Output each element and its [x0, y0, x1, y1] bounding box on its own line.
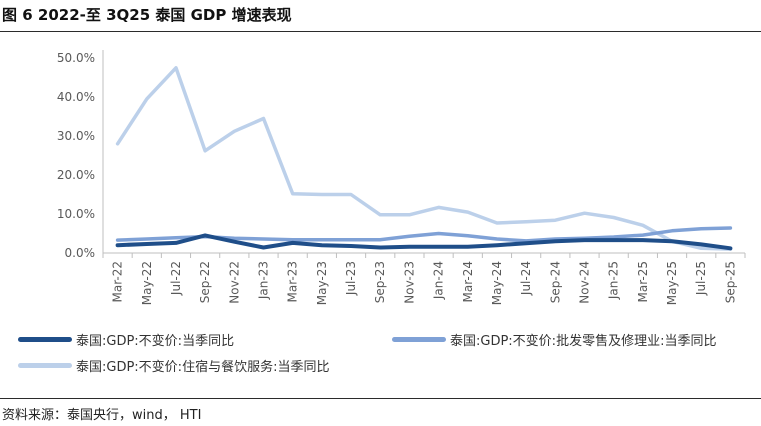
x-tick-label: Jan-23: [257, 261, 271, 300]
x-tick-label: May-22: [140, 261, 154, 305]
legend-label: 泰国:GDP:不变价:批发零售及修理业:当季同比: [450, 334, 717, 349]
x-tick-label: Sep-22: [198, 261, 212, 303]
legend-swatch: [18, 337, 72, 342]
legend-entry-retail: 泰国:GDP:不变价:当季同比: [18, 330, 234, 349]
y-tick-label: 10.0%: [57, 207, 95, 221]
figure-title: 图 6 2022-至 3Q25 泰国 GDP 增速表现: [2, 6, 292, 24]
x-tick-label: Mar-23: [286, 261, 300, 302]
y-tick-label: 50.0%: [57, 51, 95, 65]
x-tick-label: Jul-25: [694, 261, 708, 296]
x-tick-label: Jan-25: [607, 261, 621, 300]
x-tick-label: Sep-23: [373, 261, 387, 303]
x-tick-label: Mar-22: [111, 261, 125, 302]
x-tick-label: Sep-25: [723, 261, 737, 303]
y-tick-label: 30.0%: [57, 129, 95, 143]
legend-swatch: [18, 363, 72, 368]
x-tick-label: Nov-22: [227, 261, 241, 304]
legend-label: 泰国:GDP:不变价:住宿与餐饮服务:当季同比: [76, 360, 330, 375]
x-tick-label: May-23: [315, 261, 329, 305]
x-tick-label: Jul-22: [169, 261, 183, 296]
y-tick-label: 20.0%: [57, 168, 95, 182]
x-tick-label: Jan-24: [432, 261, 446, 300]
legend-label: 泰国:GDP:不变价:当季同比: [76, 334, 235, 349]
legend-entry-hospitality: 泰国:GDP:不变价:住宿与餐饮服务:当季同比: [18, 356, 329, 375]
x-tick-label: Jul-23: [344, 261, 358, 296]
legend-entry-wholesale: 泰国:GDP:不变价:批发零售及修理业:当季同比: [392, 330, 716, 349]
x-tick-label: Sep-24: [548, 261, 562, 303]
source-note: 资料来源：泰国央行，wind， HTI: [2, 408, 202, 423]
x-tick-label: May-25: [665, 261, 679, 305]
series-line-accommodation-food: [115, 66, 733, 251]
title-rule: [0, 31, 761, 32]
x-tick-label: Mar-25: [636, 261, 650, 302]
x-tick-label: May-24: [490, 261, 504, 305]
x-tick-label: Mar-24: [461, 261, 475, 302]
x-tick-label: Nov-23: [402, 261, 416, 304]
y-tick-label: 0.0%: [65, 246, 96, 260]
line-chart: 0.0% 10.0% 20.0% 30.0% 40.0% 50.0% Mar-22 May-2…: [57, 50, 746, 305]
legend-swatch: [392, 337, 446, 342]
x-tick-label: Nov-24: [578, 261, 592, 304]
series-line-gdp: [115, 233, 733, 251]
source-rule: [0, 398, 761, 399]
x-tick-label: Jul-24: [519, 261, 533, 296]
y-tick-label: 40.0%: [57, 90, 95, 104]
